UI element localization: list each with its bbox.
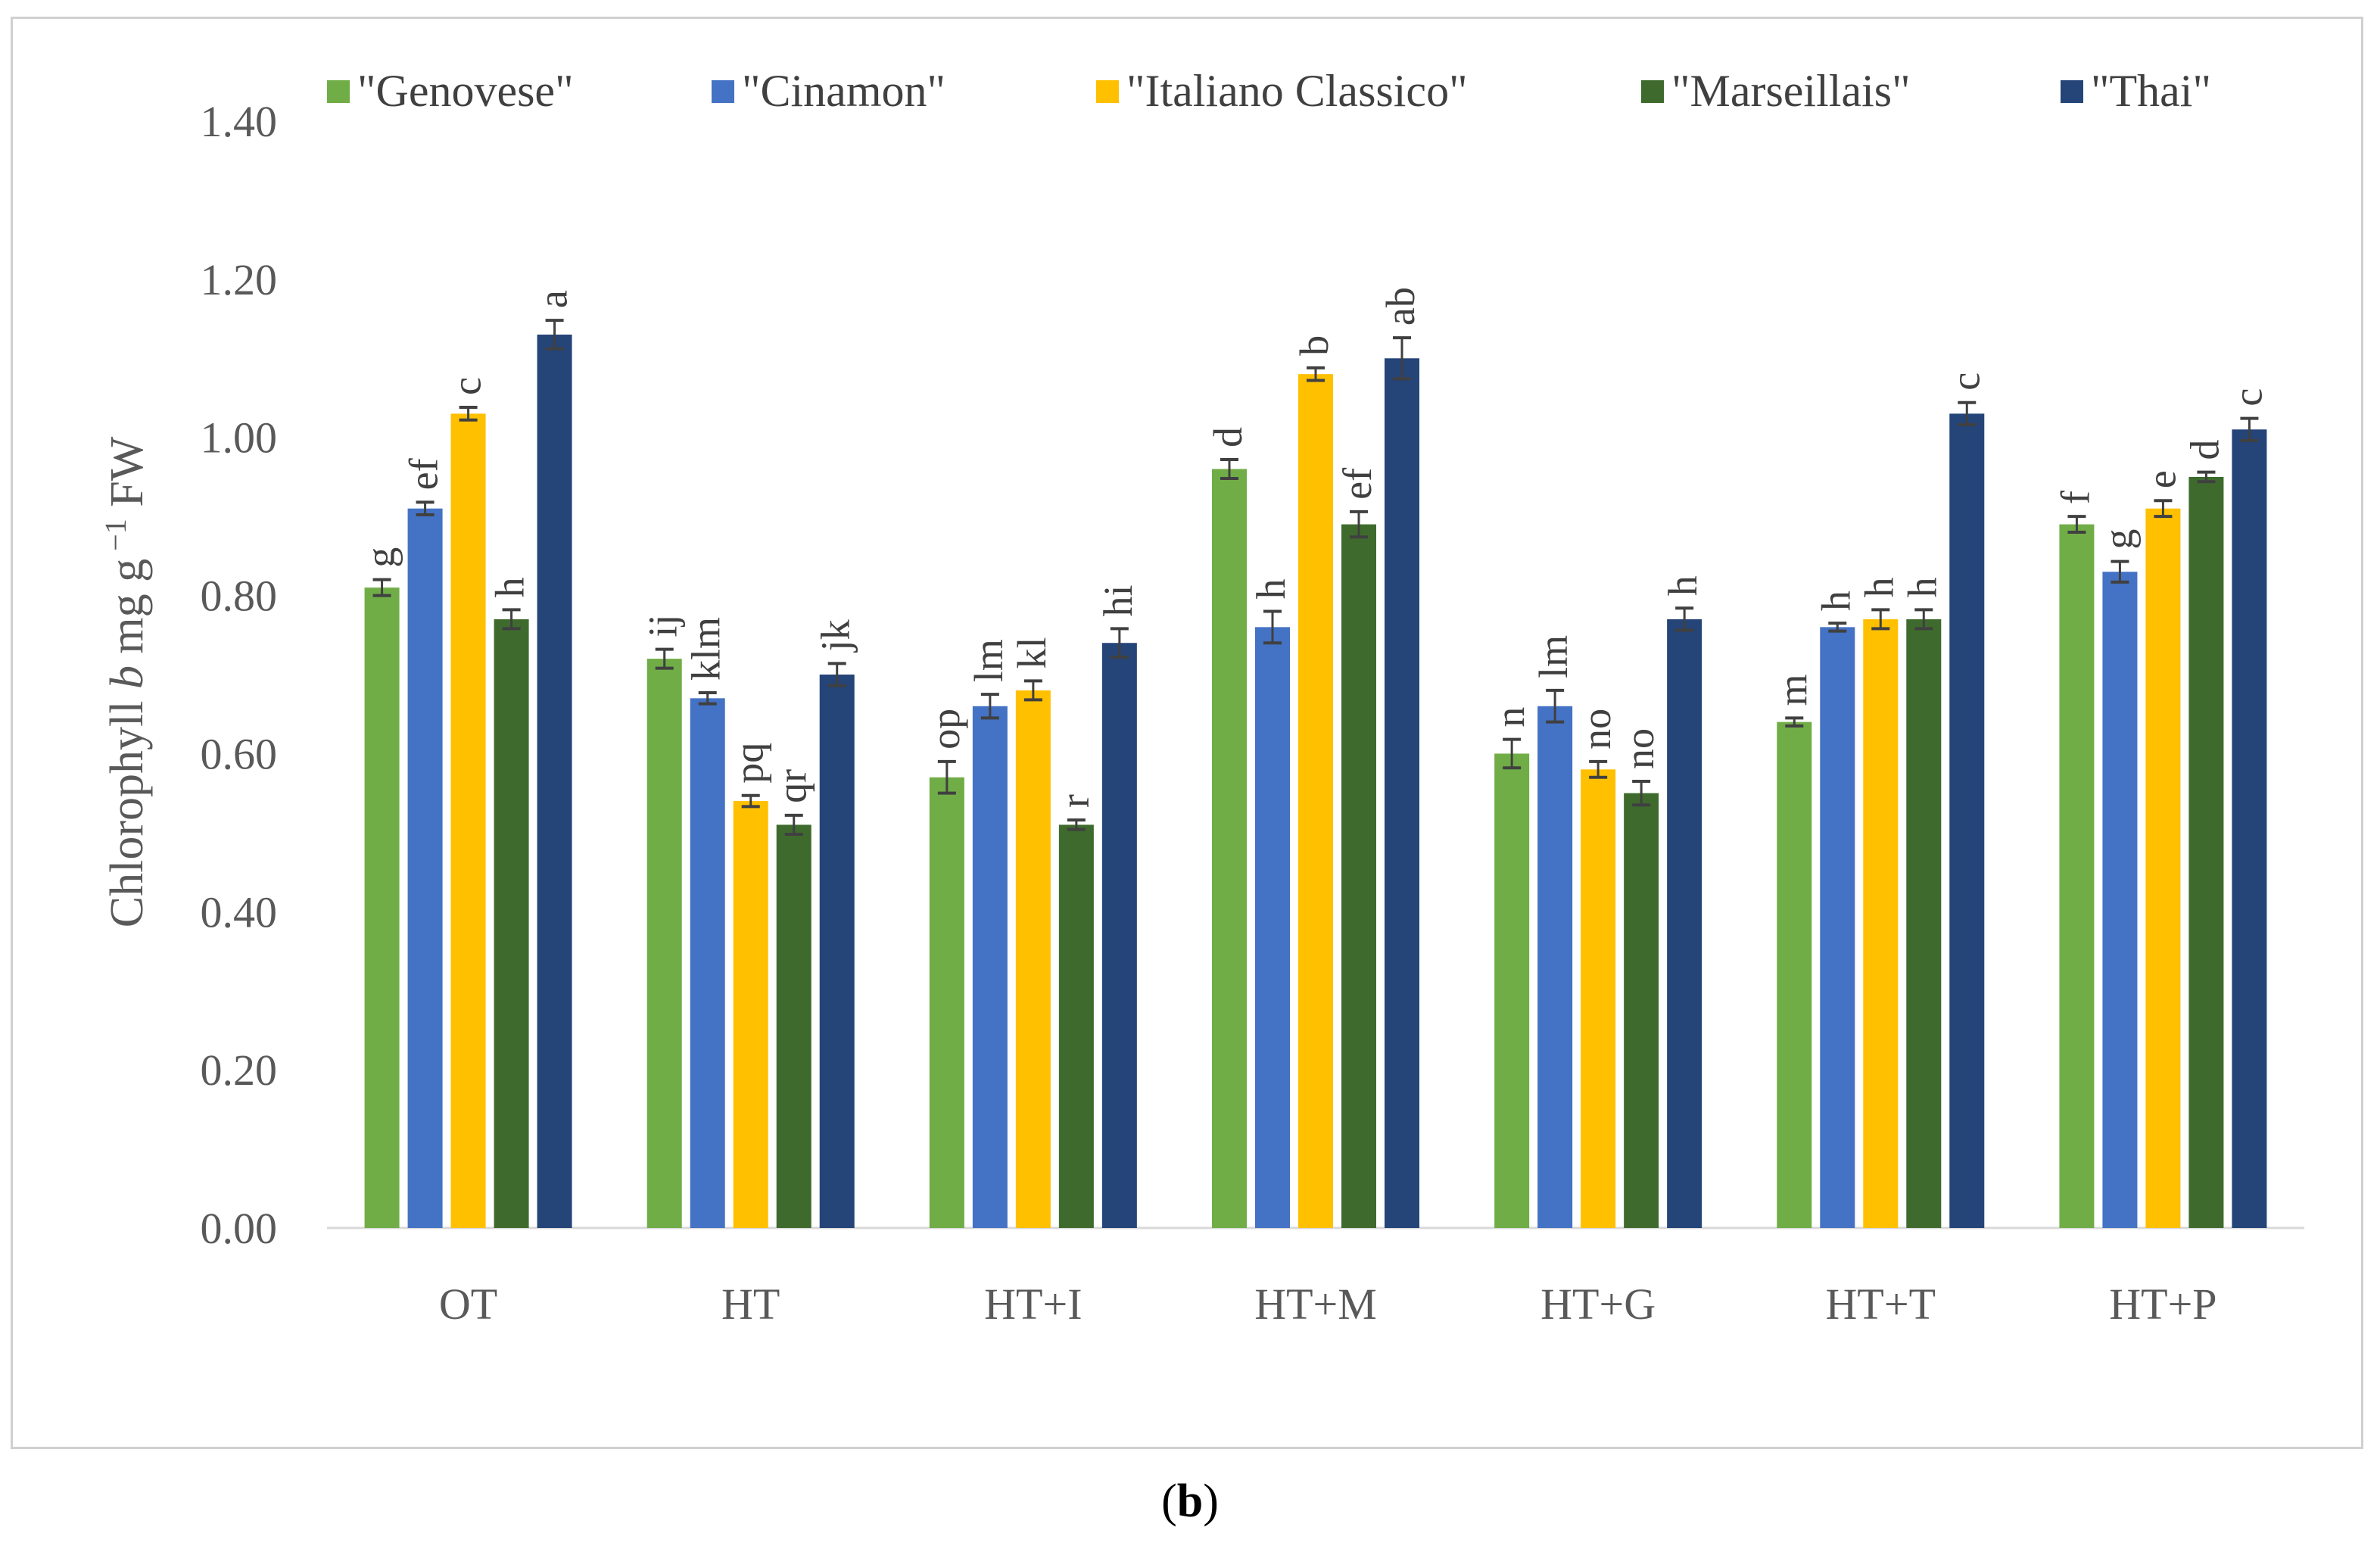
significance-label-HT+P-1: g	[2095, 529, 2141, 550]
bar-HT+I-3	[1058, 824, 1094, 1228]
significance-label-HT+P-4: c	[2225, 388, 2270, 407]
bar-HT-4	[819, 675, 855, 1228]
significance-label-HT+G-2: no	[1574, 709, 1619, 750]
significance-label-HT+M-2: b	[1291, 335, 1337, 356]
significance-label-OT-1: ef	[401, 458, 447, 490]
bar-HT+P-0	[2059, 524, 2095, 1228]
significance-label-HT-0: ij	[640, 615, 686, 637]
bar-HT-3	[776, 824, 812, 1228]
bar-HT+G-4	[1667, 619, 1702, 1228]
significance-label-OT-4: a	[531, 290, 576, 308]
legend-label-4: "Thai"	[2091, 66, 2211, 116]
significance-label-HT+P-0: f	[2052, 491, 2098, 504]
x-tick-label-2: HT+I	[984, 1279, 1082, 1329]
bar-HT+T-1	[1820, 627, 1855, 1228]
bar-OT-1	[407, 508, 443, 1228]
x-tick-label-5: HT+T	[1826, 1279, 1936, 1329]
bar-HT+T-0	[1777, 721, 1812, 1228]
bar-HT+I-1	[972, 706, 1008, 1228]
y-tick-label-0: 0.00	[201, 1204, 278, 1253]
bar-HT+M-0	[1212, 469, 1247, 1228]
significance-label-HT+T-2: h	[1856, 577, 1902, 597]
bar-HT+P-4	[2232, 429, 2267, 1228]
bar-HT+I-4	[1101, 643, 1137, 1228]
significance-label-OT-0: g	[358, 547, 403, 568]
bar-HT+P-3	[2188, 476, 2224, 1228]
significance-label-HT+T-1: h	[1813, 591, 1858, 611]
legend-label-2: "Italiano Classico"	[1126, 66, 1468, 116]
bar-HT+I-2	[1015, 690, 1051, 1228]
legend-label-3: "Marseillais"	[1671, 66, 1911, 116]
significance-label-HT+I-0: op	[923, 709, 968, 750]
bar-HT+T-3	[1906, 619, 1942, 1228]
legend-swatch-4	[2061, 80, 2083, 103]
legend-swatch-2	[1096, 80, 1119, 103]
bar-HT+T-2	[1863, 619, 1899, 1228]
bar-OT-3	[494, 619, 529, 1228]
bar-HT+G-1	[1537, 706, 1573, 1228]
bar-HT-0	[646, 659, 682, 1228]
bar-HT+G-3	[1624, 793, 1659, 1228]
legend-label-1: "Cinamon"	[742, 66, 945, 116]
significance-label-OT-2: c	[444, 377, 490, 395]
y-axis-title: Chlorophyll b mg g −1 FW	[98, 436, 153, 927]
bar-HT+P-1	[2102, 572, 2138, 1228]
legend-swatch-1	[712, 80, 734, 103]
significance-label-HT+G-3: no	[1617, 728, 1662, 769]
bar-HT+M-2	[1298, 374, 1333, 1229]
panel-letter: b	[1176, 1476, 1204, 1527]
significance-label-HT+M-1: h	[1248, 578, 1294, 599]
bar-HT+M-3	[1341, 524, 1376, 1228]
bar-HT+I-0	[929, 777, 964, 1228]
y-tick-label-7: 1.40	[201, 97, 278, 146]
significance-label-HT+T-4: c	[1942, 372, 1988, 391]
bar-HT+G-2	[1581, 769, 1616, 1228]
significance-label-HT+P-3: d	[2182, 440, 2227, 460]
y-tick-label-3: 0.60	[201, 729, 278, 778]
significance-label-HT+M-4: ab	[1378, 287, 1423, 326]
legend-swatch-3	[1641, 80, 1664, 103]
bar-HT+G-0	[1494, 753, 1530, 1228]
significance-label-HT+M-0: d	[1205, 427, 1251, 447]
panel-label: (b)	[1161, 1476, 1219, 1527]
y-tick-label-2: 0.40	[201, 887, 278, 936]
significance-label-HT-1: klm	[684, 617, 729, 681]
significance-label-HT-3: qr	[770, 769, 815, 803]
y-tick-label-6: 1.20	[201, 255, 278, 304]
significance-label-HT+P-2: e	[2139, 470, 2184, 488]
x-tick-label-3: HT+M	[1254, 1279, 1377, 1329]
significance-label-HT+T-0: m	[1770, 674, 1815, 706]
y-tick-label-5: 1.00	[201, 413, 278, 463]
legend-label-0: "Genovese"	[357, 66, 574, 116]
significance-label-HT+G-0: n	[1488, 707, 1533, 728]
bar-OT-4	[537, 334, 572, 1228]
significance-label-HT+G-1: lm	[1531, 635, 1576, 678]
significance-label-HT+I-2: kl	[1009, 637, 1054, 668]
bar-HT-1	[690, 698, 725, 1228]
significance-label-HT+G-4: h	[1660, 575, 1706, 596]
y-tick-label-4: 0.80	[201, 572, 278, 621]
x-tick-label-6: HT+P	[2109, 1279, 2216, 1329]
x-tick-label-1: HT	[721, 1279, 780, 1329]
bar-HT-2	[733, 801, 768, 1228]
bar-HT+T-4	[1949, 413, 1985, 1228]
bar-OT-0	[364, 587, 400, 1228]
significance-label-OT-3: h	[488, 577, 533, 597]
significance-label-HT+M-3: ef	[1335, 468, 1380, 500]
y-tick-label-1: 0.20	[201, 1046, 278, 1095]
x-tick-label-0: OT	[439, 1279, 497, 1329]
significance-label-HT+I-3: r	[1052, 794, 1098, 808]
x-tick-label-4: HT+G	[1540, 1279, 1656, 1329]
significance-label-HT-4: jk	[813, 619, 858, 653]
significance-label-HT+I-1: lm	[966, 639, 1011, 682]
bar-HT+M-1	[1255, 627, 1290, 1228]
significance-label-HT+I-4: hi	[1095, 584, 1141, 616]
bar-HT+M-4	[1385, 358, 1419, 1229]
significance-label-HT-2: pq	[727, 743, 772, 784]
significance-label-HT+T-3: h	[1899, 577, 1945, 597]
legend-swatch-0	[327, 80, 350, 103]
bar-HT+P-2	[2145, 508, 2181, 1228]
bar-OT-2	[450, 413, 486, 1228]
